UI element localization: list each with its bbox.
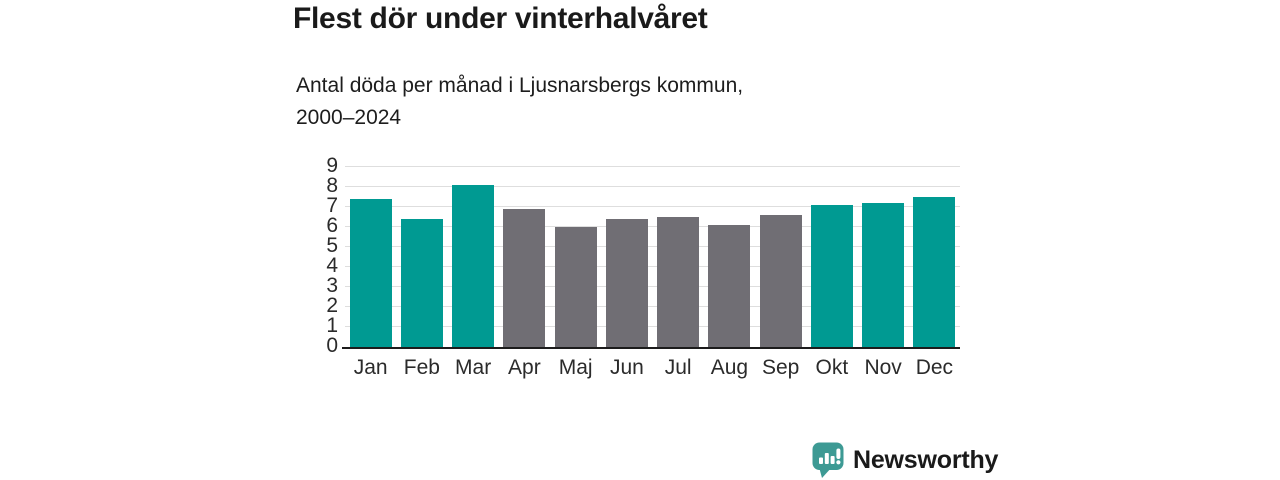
gridline — [345, 206, 960, 207]
newsworthy-logo-text: Newsworthy — [853, 445, 999, 474]
y-tick-label: 7 — [326, 194, 338, 217]
y-tick-label: 4 — [326, 254, 338, 277]
x-tick-label: Mar — [455, 356, 492, 379]
x-axis: Jan Feb Mar Apr Maj Jun Jul Aug Sep Okt Nov Dec — [345, 356, 960, 380]
x-tick-label: Jan — [353, 356, 388, 379]
y-tick-label: 6 — [326, 214, 338, 237]
y-tick-label: 8 — [326, 174, 338, 197]
bar-maj — [554, 227, 597, 347]
bar-jun — [605, 219, 648, 347]
gridline — [345, 226, 960, 227]
y-tick-label: 1 — [326, 314, 338, 337]
bar-nov — [862, 203, 905, 347]
y-tick-label: 5 — [326, 234, 338, 257]
x-tick-label: Maj — [558, 356, 593, 379]
page-title: Flest dör under vinterhalvåret — [293, 2, 708, 35]
bar-sep — [759, 215, 802, 347]
x-tick-label: Jul — [664, 356, 692, 379]
chart-subtitle: Antal döda per månad i Ljusnarsbergs kom… — [296, 70, 743, 134]
gridline — [345, 246, 960, 247]
bar-apr — [503, 209, 546, 347]
gridline — [345, 186, 960, 187]
bar-jul — [657, 217, 700, 347]
x-tick-label: Jun — [609, 356, 644, 379]
x-tick-label: Nov — [864, 356, 902, 379]
newsworthy-logo: Newsworthy — [811, 441, 998, 479]
y-tick-label: 3 — [326, 274, 338, 297]
x-tick-label: Dec — [915, 356, 954, 379]
axis-baseline — [342, 346, 960, 349]
plot-area — [345, 166, 960, 347]
gridline — [345, 166, 960, 167]
y-tick-label: 9 — [326, 154, 338, 177]
bar-chart-speech-bubble-icon — [812, 442, 844, 478]
gridline — [345, 266, 960, 267]
y-tick-label: 2 — [326, 294, 338, 317]
chart-subtitle-line1: Antal döda per månad i Ljusnarsbergs kom… — [296, 74, 744, 97]
bar-mar — [452, 185, 495, 347]
x-tick-label: Okt — [815, 356, 849, 379]
x-tick-label: Sep — [761, 356, 800, 379]
bar-dec — [913, 197, 956, 347]
bar-aug — [708, 225, 751, 347]
chart-subtitle-line2: 2000–2024 — [296, 106, 402, 129]
x-tick-label: Apr — [508, 356, 541, 379]
gridline — [345, 306, 960, 307]
gridline — [345, 286, 960, 287]
bar-jan — [349, 199, 392, 347]
x-tick-label: Aug — [710, 356, 749, 379]
bar-okt — [810, 205, 853, 347]
x-tick-label: Feb — [403, 356, 440, 379]
bar-feb — [400, 219, 443, 347]
y-tick-label: 0 — [326, 334, 338, 357]
gridline — [345, 326, 960, 327]
